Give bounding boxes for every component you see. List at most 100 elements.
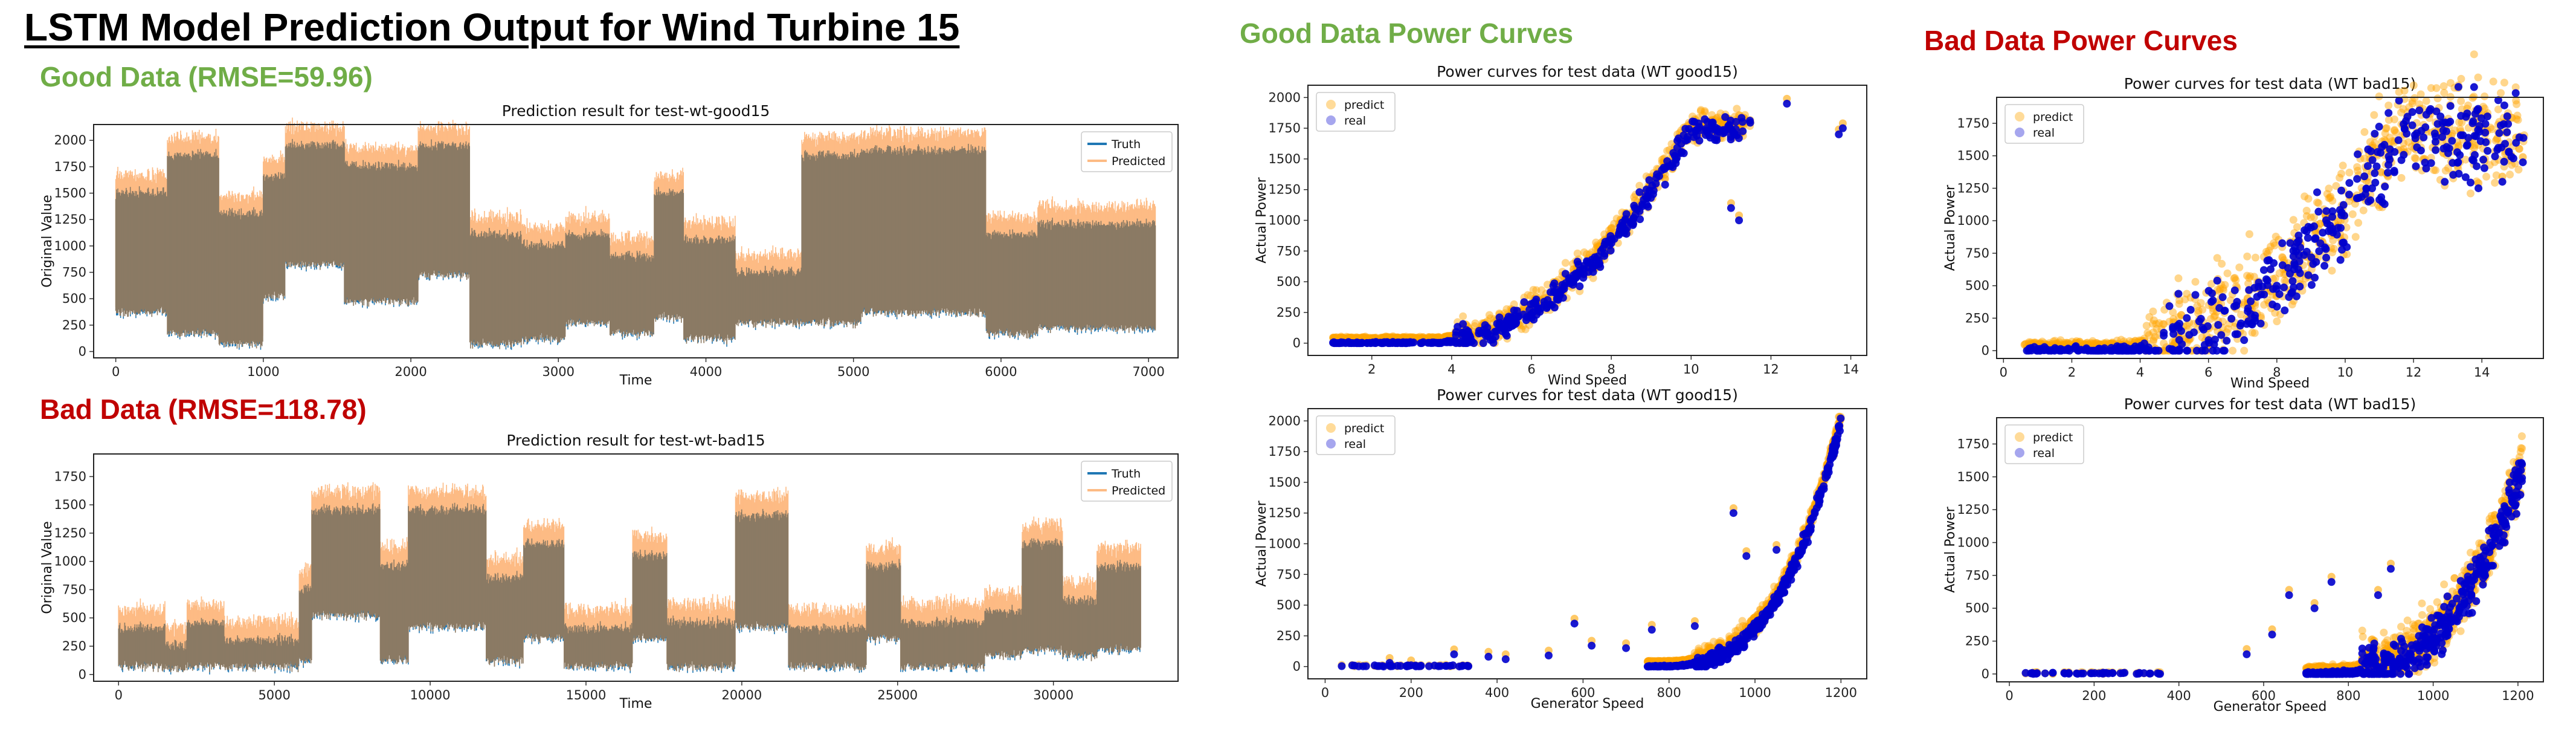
predict-point [2244, 279, 2253, 288]
real-point [1489, 335, 1497, 344]
real-point [2461, 173, 2470, 181]
real-point [1701, 115, 1709, 123]
real-point [2175, 346, 2184, 355]
y-tick-label: 1500 [54, 497, 86, 512]
real-point [1731, 117, 1740, 126]
real-point [1385, 339, 1394, 347]
x-axis-label: Wind Speed [2230, 376, 2310, 391]
predict-point [1486, 314, 1495, 323]
predict-point [2458, 105, 2466, 114]
predict-point [2325, 194, 2333, 202]
predict-point [1580, 248, 1588, 256]
predict-point [2345, 169, 2354, 177]
x-tick-label: 2 [2068, 365, 2076, 380]
predict-point [1610, 219, 1618, 228]
predict-point [2149, 316, 2158, 325]
predict-point [1524, 291, 1532, 299]
predict-point [1716, 637, 1725, 646]
x-tick-label: 1200 [1825, 685, 1857, 700]
predict-point [2223, 269, 2232, 277]
real-point [2339, 201, 2348, 209]
x-tick-label: 0 [1321, 685, 1329, 700]
real-point [1599, 244, 1607, 253]
x-tick-label: 2000 [394, 364, 427, 379]
y-tick-label: 2000 [1269, 90, 1301, 105]
x-tick-label: 14 [2474, 365, 2490, 380]
predict-point [2449, 587, 2457, 595]
predict-point [2302, 207, 2311, 215]
predict-point [2328, 267, 2336, 275]
real-point [2314, 207, 2323, 216]
real-point [2449, 170, 2458, 179]
real-point [1498, 327, 1506, 335]
predict-point [2266, 242, 2275, 251]
real-point [2480, 164, 2488, 172]
y-tick-label: 0 [79, 667, 86, 682]
predict-point [1485, 311, 1493, 319]
predict-point [2240, 346, 2249, 355]
plot-frame [93, 453, 1179, 682]
real-point [1739, 127, 1747, 135]
real-point [2511, 89, 2520, 97]
real-point [2316, 239, 2325, 248]
predict-point [2485, 518, 2494, 526]
real-point [2483, 112, 2491, 121]
predict-point [2215, 287, 2224, 296]
predict-point [1532, 286, 1541, 294]
real-point [2368, 184, 2377, 192]
predict-point [2460, 566, 2468, 575]
real-point [1725, 650, 1734, 659]
predict-point [2400, 144, 2408, 153]
predict-point [2265, 246, 2273, 254]
predict-point [2175, 300, 2183, 308]
real-point [2035, 346, 2043, 355]
real-point [2233, 330, 2242, 339]
real-point [2290, 259, 2299, 268]
predict-point [1527, 291, 1535, 300]
real-point [1806, 517, 1815, 525]
predict-point [2237, 310, 2246, 319]
predict-point [1538, 286, 1546, 294]
real-point [1561, 270, 1570, 278]
predict-point [1471, 319, 1480, 328]
predict-point [1630, 193, 1638, 201]
real-point [2213, 276, 2221, 285]
real-point [1336, 339, 1344, 348]
real-point [2469, 117, 2478, 126]
predict-point [1704, 641, 1713, 650]
x-tick-label: 1000 [247, 364, 279, 379]
predict-point [2474, 73, 2482, 82]
predict-point [2515, 144, 2523, 153]
predict-point [2481, 92, 2489, 100]
predict-point [1661, 175, 1669, 183]
legend-predict-label: predict [1344, 422, 1384, 435]
predict-point [2353, 163, 2362, 171]
y-tick-label: 1500 [1957, 149, 1989, 163]
predict-point [2272, 232, 2280, 241]
predict-point [2307, 213, 2315, 222]
predict-point [2328, 660, 2337, 669]
real-point [2245, 286, 2253, 294]
y-tick-label: 250 [1965, 634, 1989, 649]
predict-point [2235, 263, 2244, 271]
real-point [1773, 546, 1781, 554]
predict-point [2323, 190, 2331, 198]
predict-point [2260, 300, 2268, 309]
predict-point [1695, 646, 1703, 655]
predict-point [2511, 83, 2520, 91]
predict-point [2330, 245, 2338, 253]
y-tick-label: 1250 [1269, 183, 1301, 197]
predict-point [1635, 181, 1644, 190]
y-tick-label: 750 [1965, 568, 1989, 583]
real-point [2395, 96, 2403, 105]
x-tick-label: 400 [2167, 688, 2191, 703]
predict-point [2329, 236, 2337, 245]
plot-frame [1307, 408, 1867, 679]
x-axis-label: Time [619, 373, 652, 388]
real-point [1768, 599, 1777, 608]
real-point [1712, 132, 1721, 141]
real-point [1738, 118, 1747, 126]
real-point [2403, 112, 2412, 121]
predict-point [2245, 274, 2253, 282]
real-point [1458, 662, 1466, 670]
